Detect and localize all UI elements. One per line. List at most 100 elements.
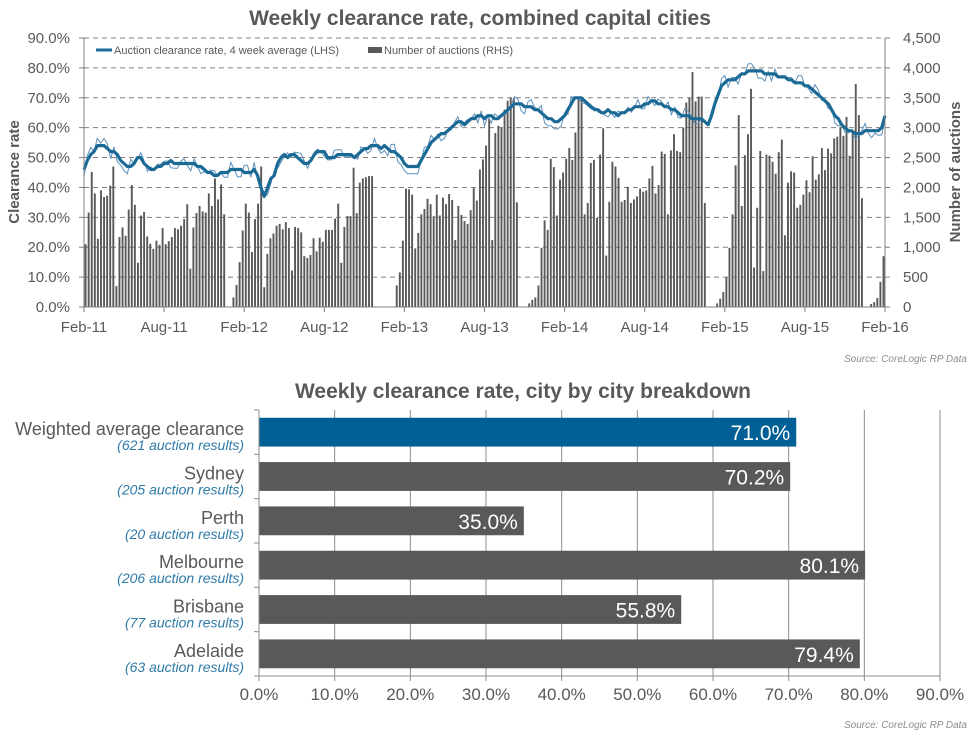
auction-bar	[700, 96, 703, 308]
category-sublabel: (621 auction results)	[117, 437, 244, 453]
auction-bar	[830, 153, 833, 307]
right-tick-label: 1,500	[903, 209, 941, 226]
auction-bar	[669, 150, 672, 307]
right-tick-label: 3,500	[903, 90, 941, 107]
auction-bar	[152, 249, 155, 307]
auction-bar	[158, 244, 161, 307]
left-tick-label: 40.0%	[27, 179, 70, 196]
auction-bar	[583, 214, 586, 307]
auction-bar	[512, 97, 515, 308]
auction-bar	[876, 298, 879, 307]
auction-bar	[90, 171, 93, 307]
bar-value-label: 71.0%	[731, 422, 791, 445]
city-bar	[259, 462, 791, 491]
auction-bar	[632, 199, 635, 307]
auction-bar	[466, 223, 469, 307]
auction-bar	[626, 186, 629, 307]
auction-bar	[232, 297, 235, 307]
auction-bar	[198, 205, 201, 307]
category-sublabel: (206 auction results)	[117, 570, 244, 586]
auction-bar	[87, 212, 90, 307]
category-label: Adelaide	[174, 641, 244, 661]
auction-bar	[395, 285, 398, 307]
auction-bar	[827, 148, 829, 307]
auction-bar	[300, 232, 303, 307]
x-tick-label: 90.0%	[916, 685, 964, 704]
auction-bar	[173, 228, 176, 307]
auction-bar	[106, 195, 109, 307]
auction-bar	[250, 252, 253, 307]
auction-bar	[617, 177, 620, 307]
clearance-rate-lines	[82, 63, 887, 198]
left-tick-label: 30.0%	[27, 209, 70, 226]
auction-bar	[241, 230, 244, 307]
auction-bar	[460, 214, 463, 307]
auction-bar	[140, 215, 142, 307]
auction-bar	[494, 133, 497, 307]
auction-bar	[546, 229, 549, 307]
auction-bar	[414, 248, 417, 307]
auction-bar	[263, 287, 266, 307]
auction-bar	[454, 240, 457, 307]
auction-bar	[457, 205, 460, 307]
right-tick-label: 0	[903, 299, 911, 316]
auction-bar	[223, 214, 226, 307]
bottom-chart-title: Weekly clearance rate, city by city brea…	[295, 380, 751, 403]
auction-bar	[192, 227, 195, 307]
auction-bar	[112, 166, 115, 307]
right-tick-label: 4,000	[903, 60, 941, 77]
auction-bar	[164, 244, 167, 307]
auction-bar	[836, 136, 839, 307]
auction-bar	[873, 302, 876, 307]
auction-bar	[269, 238, 272, 307]
auction-bar	[143, 211, 146, 307]
auction-bar	[420, 214, 423, 307]
auction-bar	[272, 233, 275, 307]
auction-bar	[882, 256, 885, 307]
auction-bar	[257, 203, 260, 307]
auction-bar	[750, 88, 752, 307]
auction-bar	[676, 150, 679, 307]
top-chart-title: Weekly clearance rate, combined capital …	[249, 7, 711, 30]
city-breakdown-chart: Weekly clearance rate, city by city brea…	[15, 380, 967, 731]
auction-bar	[408, 189, 411, 307]
auction-bar	[297, 228, 300, 307]
auction-bar	[648, 178, 651, 307]
auction-bar	[663, 153, 666, 307]
auction-bar	[528, 303, 531, 307]
category-sublabel: (63 auction results)	[125, 659, 244, 675]
auction-bar	[796, 207, 799, 307]
auction-bar	[719, 298, 722, 307]
auction-bar	[235, 284, 238, 307]
auction-bar	[503, 109, 506, 307]
auction-bar	[331, 229, 333, 307]
auction-bar	[195, 213, 198, 307]
auction-bar	[340, 262, 343, 307]
auction-bar	[346, 216, 349, 307]
auction-bar	[281, 229, 284, 307]
x-tick-label: Aug-12	[300, 319, 348, 336]
auction-bar	[608, 201, 611, 307]
auction-bar	[629, 202, 632, 307]
category-label: Sydney	[184, 464, 244, 484]
auction-bar	[787, 182, 789, 307]
bar-value-label: 55.8%	[616, 600, 676, 623]
auction-bar	[759, 150, 762, 307]
auction-bar	[429, 204, 432, 307]
auction-bar	[469, 210, 472, 307]
auction-bar	[349, 216, 352, 307]
auction-bar	[315, 251, 318, 307]
auction-bar	[639, 188, 642, 307]
auction-bar	[814, 179, 817, 307]
auction-bar	[534, 297, 537, 307]
auction-bar	[451, 199, 454, 307]
category-label: Brisbane	[173, 597, 244, 617]
auction-bar	[743, 155, 746, 307]
auction-bar	[870, 304, 873, 307]
auction-bar	[309, 254, 312, 307]
x-tick-label: Aug-14	[621, 319, 669, 336]
auction-bar	[737, 115, 740, 307]
city-bar	[259, 550, 866, 580]
auction-bar	[210, 205, 213, 307]
auction-bar	[673, 134, 675, 307]
